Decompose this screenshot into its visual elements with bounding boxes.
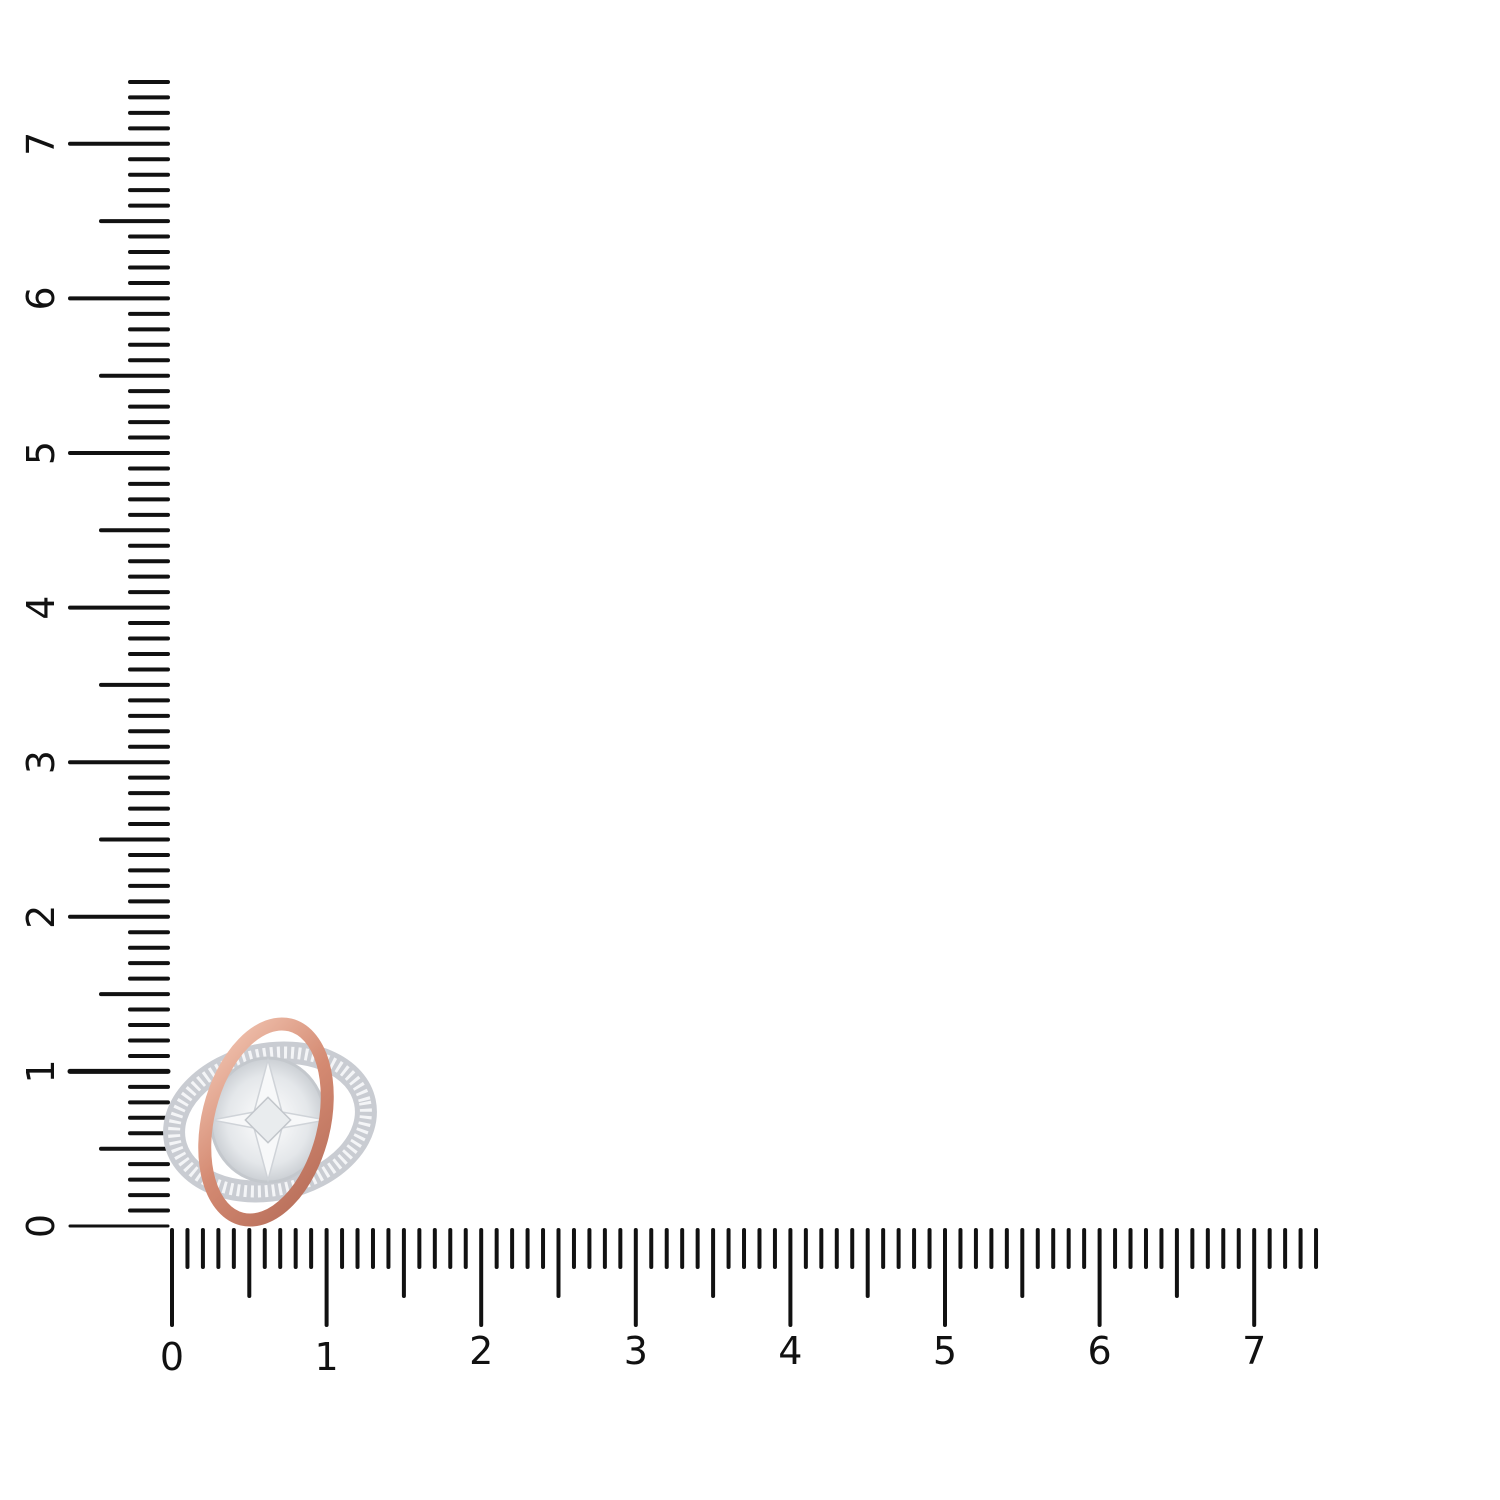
vertical-label: 3 (19, 750, 63, 774)
horizontal-ruler-labels: 0 1 2 3 4 5 6 7 (160, 1329, 1266, 1379)
vertical-label: 5 (19, 441, 63, 465)
vertical-label: 6 (19, 286, 63, 310)
pave-diamonds (168, 1046, 372, 1198)
vertical-label: 2 (19, 905, 63, 929)
vertical-label: 4 (19, 596, 63, 620)
vertical-label: 1 (19, 1059, 63, 1083)
horizontal-label: 7 (1242, 1329, 1266, 1373)
horizontal-label: 6 (1088, 1329, 1112, 1373)
horizontal-label: 0 (160, 1335, 184, 1379)
horizontal-label: 2 (469, 1329, 493, 1373)
horizontal-label: 5 (933, 1329, 957, 1373)
vertical-label: 0 (19, 1214, 63, 1238)
horizontal-label: 4 (778, 1329, 802, 1373)
earring-image (163, 1017, 377, 1227)
horizontal-label: 1 (315, 1335, 339, 1379)
vertical-label: 7 (19, 132, 63, 156)
rose-gold-ring (198, 1017, 334, 1227)
vertical-ruler-labels: 0 1 2 3 4 5 6 7 (19, 132, 63, 1238)
princess-diamond (244, 1096, 292, 1144)
vertical-ruler (67, 79, 171, 1228)
horizontal-ruler (170, 1228, 1319, 1327)
horizontal-label: 3 (624, 1329, 648, 1373)
